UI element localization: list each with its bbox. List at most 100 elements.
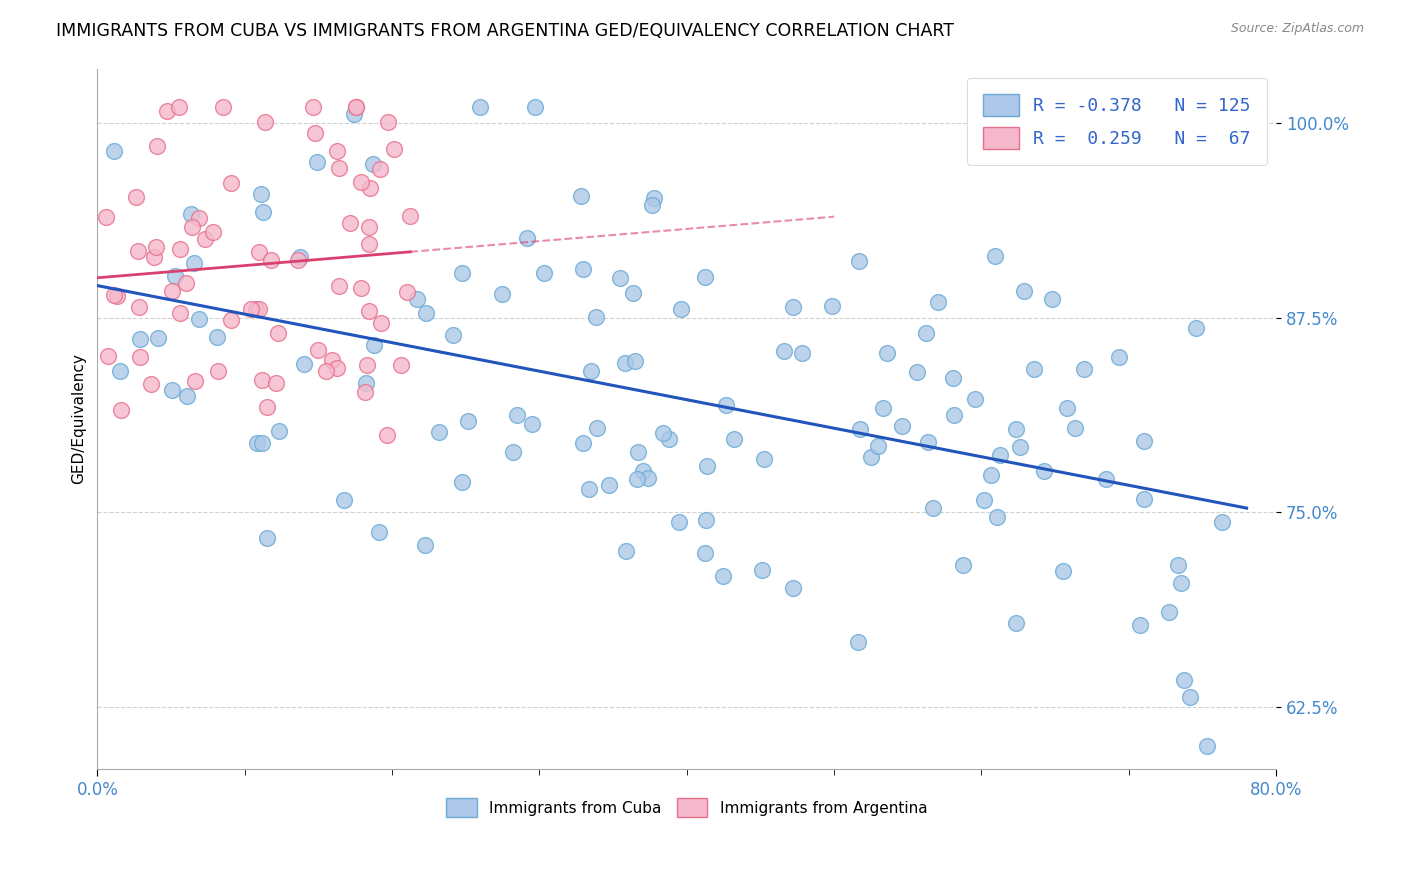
Point [357, 304, 380, 318]
Point [96, 349, 118, 363]
Point [180, 207, 202, 221]
Point [205, 330, 228, 344]
Point [1170, 576, 1192, 591]
Point [773, 343, 796, 358]
Point [165, 268, 187, 283]
Point [669, 301, 692, 316]
Point [377, 115, 399, 129]
Point [1024, 362, 1046, 376]
Point [253, 115, 276, 129]
Point [287, 253, 309, 268]
Point [127, 244, 149, 259]
Point [626, 444, 648, 458]
Point [110, 403, 132, 417]
Point [866, 439, 889, 453]
Point [942, 408, 965, 422]
Point [668, 515, 690, 529]
Point [245, 302, 267, 317]
Point [1094, 472, 1116, 486]
Point [350, 176, 373, 190]
Point [207, 364, 229, 378]
Point [451, 475, 474, 490]
Point [321, 352, 343, 367]
Point [1133, 492, 1156, 507]
Point [156, 103, 179, 118]
Point [984, 249, 1007, 263]
Point [652, 425, 675, 440]
Point [183, 374, 205, 388]
Point [105, 289, 128, 303]
Point [1012, 285, 1035, 299]
Point [631, 464, 654, 478]
Point [246, 435, 269, 450]
Point [247, 302, 270, 317]
Point [754, 451, 776, 466]
Point [643, 190, 665, 204]
Point [723, 432, 745, 446]
Point [169, 305, 191, 319]
Point [586, 421, 609, 435]
Point [339, 216, 361, 230]
Point [658, 432, 681, 446]
Point [145, 240, 167, 254]
Point [250, 186, 273, 201]
Point [1063, 420, 1085, 434]
Point [103, 288, 125, 302]
Point [1185, 321, 1208, 335]
Point [267, 326, 290, 340]
Point [375, 428, 398, 442]
Text: IMMIGRANTS FROM CUBA VS IMMIGRANTS FROM ARGENTINA GED/EQUIVALENCY CORRELATION CH: IMMIGRANTS FROM CUBA VS IMMIGRANTS FROM … [56, 22, 955, 40]
Point [470, 100, 492, 114]
Point [94, 210, 117, 224]
Point [108, 364, 131, 378]
Point [202, 225, 225, 239]
Legend: Immigrants from Cuba, Immigrants from Argentina: Immigrants from Cuba, Immigrants from Ar… [439, 791, 935, 825]
Point [260, 253, 283, 268]
Point [1132, 434, 1154, 448]
Point [914, 326, 936, 341]
Point [125, 190, 148, 204]
Point [349, 281, 371, 295]
Point [357, 219, 380, 234]
Point [356, 376, 378, 390]
Point [980, 468, 1002, 483]
Point [905, 365, 928, 379]
Point [160, 284, 183, 298]
Point [973, 492, 995, 507]
Point [1010, 440, 1032, 454]
Point [1178, 690, 1201, 704]
Point [1129, 618, 1152, 632]
Point [188, 211, 211, 225]
Point [716, 398, 738, 412]
Point [302, 100, 325, 114]
Point [315, 364, 337, 378]
Point [522, 417, 544, 431]
Point [169, 242, 191, 256]
Point [256, 401, 278, 415]
Point [441, 328, 464, 343]
Point [451, 266, 474, 280]
Point [427, 425, 450, 439]
Point [1005, 422, 1028, 436]
Point [626, 472, 648, 486]
Point [572, 262, 595, 277]
Text: Source: ZipAtlas.com: Source: ZipAtlas.com [1230, 22, 1364, 36]
Point [128, 300, 150, 314]
Point [128, 351, 150, 365]
Point [294, 357, 316, 371]
Point [344, 100, 367, 114]
Point [1211, 516, 1233, 530]
Point [1167, 558, 1189, 572]
Point [395, 285, 418, 300]
Point [399, 210, 422, 224]
Point [637, 471, 659, 485]
Point [988, 448, 1011, 462]
Point [405, 292, 427, 306]
Point [252, 436, 274, 450]
Point [264, 376, 287, 390]
Y-axis label: GED/Equivalency: GED/Equivalency [72, 353, 86, 484]
Point [609, 271, 631, 285]
Point [328, 279, 350, 293]
Point [363, 338, 385, 352]
Point [389, 358, 412, 372]
